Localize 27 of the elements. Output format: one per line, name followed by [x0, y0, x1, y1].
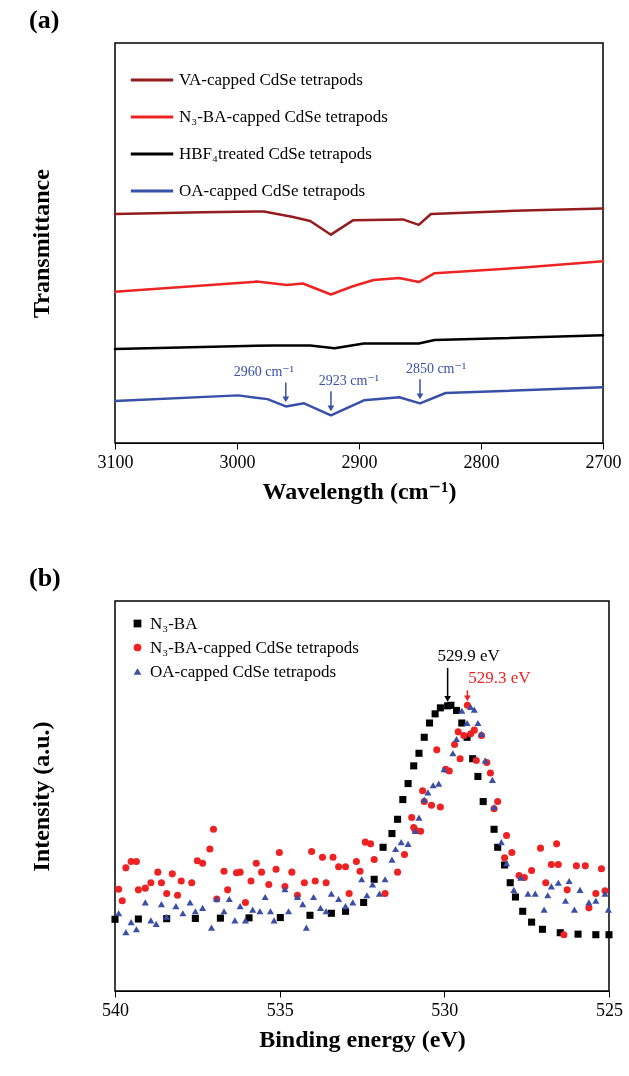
legend-label: OA-capped CdSe tetrapods: [179, 181, 366, 200]
legend-label: N₃-BA-capped CdSe tetrapods: [150, 637, 359, 657]
x-tick-label: 3100: [97, 451, 134, 472]
x-axis-title: Binding energy (eV): [259, 1025, 466, 1052]
annotation: 2850 cm⁻¹: [405, 361, 467, 377]
legend-label: VA-capped CdSe tetrapods: [179, 70, 363, 89]
legend-label: N₃-BA-capped CdSe tetrapods: [179, 107, 388, 126]
annotation: 2960 cm⁻¹: [233, 364, 294, 380]
x-tick-label: 2800: [463, 451, 500, 472]
y-axis-title: Transmittance: [27, 168, 54, 318]
legend-label: OA-capped CdSe tetrapods: [150, 661, 337, 681]
legend-label: HBF₄treated CdSe tetrapods: [179, 144, 372, 163]
x-tick-label: 2700: [585, 451, 622, 472]
x-tick-label: 525: [596, 999, 623, 1020]
x-axis-title: Wavelength (cm⁻¹): [262, 477, 457, 504]
chart-title: (a): [29, 5, 60, 34]
chart-title: (b): [29, 563, 61, 592]
legend-label: N₃-BA: [150, 613, 199, 633]
x-tick-label: 540: [102, 999, 129, 1020]
y-axis-title: Intensity (a.u.): [27, 721, 54, 872]
annotation: 529.3 eV: [468, 668, 532, 688]
x-tick-label: 535: [266, 999, 294, 1020]
x-tick-label: 530: [431, 999, 459, 1020]
x-tick-label: 2900: [341, 451, 378, 472]
annotation: 2923 cm⁻¹: [318, 373, 380, 389]
x-tick-label: 3000: [219, 451, 256, 472]
annotation: 529.9 eV: [437, 645, 501, 665]
